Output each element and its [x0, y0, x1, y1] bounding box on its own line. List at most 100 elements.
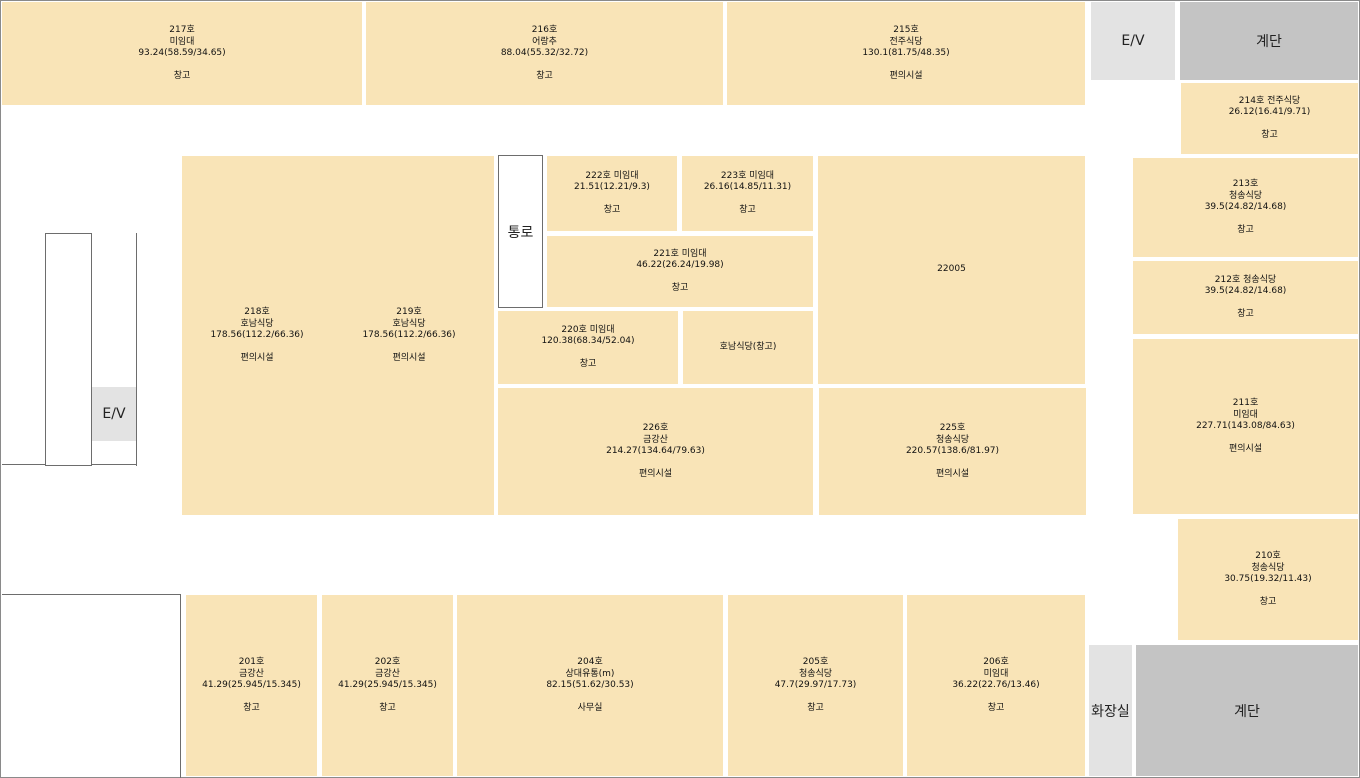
room-number: 210호: [1255, 551, 1281, 561]
room-use: 창고: [1261, 129, 1278, 140]
left-shaft-outline: [45, 233, 92, 466]
room-tenant: 호남식당: [240, 318, 274, 329]
room-number: 215호: [893, 25, 919, 35]
room-tenant: 미임대: [983, 668, 1009, 679]
room-217[interactable]: 217호 미임대 93.24(58.59/34.65) 창고: [2, 2, 362, 105]
room-area: 178.56(112.2/66.36): [210, 330, 304, 340]
room-212[interactable]: 212호 청송식당 39.5(24.82/14.68) 창고: [1133, 261, 1358, 334]
room-218-219-block: [182, 156, 494, 515]
room-honam-storage[interactable]: 호남식당(창고): [683, 311, 813, 384]
room-tenant: 금강산: [643, 434, 668, 445]
room-use: 창고: [603, 204, 621, 215]
room-218[interactable]: 218호 호남식당 178.56(112.2/66.36) 편의시설: [182, 156, 332, 515]
room-number: 223호 미임대: [720, 170, 775, 181]
room-number: 211호: [1232, 398, 1259, 408]
room-use: 편의시설: [1228, 443, 1263, 454]
room-use: 편의시설: [638, 468, 673, 479]
room-number: 202호: [374, 657, 401, 667]
room-area: 130.1(81.75/48.35): [862, 48, 950, 58]
room-tenant: 미임대: [169, 36, 195, 47]
room-205[interactable]: 205호 청송식당 47.7(29.97/17.73) 창고: [728, 595, 903, 776]
room-213[interactable]: 213호 청송식당 39.5(24.82/14.68) 창고: [1133, 158, 1358, 257]
room-area: 214.27(134.64/79.63): [606, 446, 705, 456]
room-number: 206호: [983, 657, 1009, 667]
room-number: 205호: [802, 657, 829, 667]
room-number: 212호 청송식당: [1214, 274, 1277, 285]
room-219[interactable]: 219호 호남식당 178.56(112.2/66.36) 편의시설: [335, 156, 483, 515]
room-210[interactable]: 210호 청송식당 30.75(19.32/11.43) 창고: [1178, 519, 1358, 640]
room-number: 213호: [1232, 179, 1259, 189]
room-tenant: 호남식당: [392, 318, 426, 329]
left-shaft-bottom: [92, 464, 137, 465]
room-number: 22005: [937, 264, 966, 275]
stairs-top: 계단: [1180, 2, 1358, 80]
room-use: 창고: [987, 702, 1005, 713]
room-use: 창고: [807, 702, 824, 713]
room-use: 창고: [536, 70, 553, 81]
room-use: 창고: [243, 702, 260, 713]
room-number: 219호: [396, 307, 422, 317]
room-223[interactable]: 223호 미임대 26.16(14.85/11.31) 창고: [682, 156, 813, 231]
room-area: 39.5(24.82/14.68): [1204, 202, 1287, 212]
room-number: 221호 미임대: [653, 248, 707, 259]
room-number: 222호 미임대: [585, 170, 639, 181]
room-tenant: 미임대: [1233, 409, 1258, 420]
room-number: 225호: [939, 423, 966, 433]
stairs-bottom: 계단: [1136, 645, 1358, 776]
room-204[interactable]: 204호 상대유통(m) 82.15(51.62/30.53) 사무실: [457, 595, 723, 776]
room-area: 21.51(12.21/9.3): [574, 182, 650, 193]
room-use: 편의시설: [935, 468, 970, 479]
room-use: 창고: [579, 358, 597, 369]
room-use: 편의시설: [240, 352, 274, 363]
room-tenant: 상대유통(m): [565, 668, 615, 679]
room-number: 호남식당(창고): [719, 341, 777, 352]
room-216[interactable]: 216호 어랑추 88.04(55.32/32.72) 창고: [366, 2, 723, 105]
room-number: 214호 전주식당: [1238, 95, 1301, 106]
room-area: 120.38(68.34/52.04): [541, 336, 635, 347]
bottom-left-area: [2, 594, 181, 778]
room-211[interactable]: 211호 미임대 227.71(143.08/84.63) 편의시설: [1133, 339, 1358, 514]
room-area: 178.56(112.2/66.36): [362, 330, 456, 340]
room-use: 편의시설: [392, 352, 426, 363]
room-220[interactable]: 220호 미임대 120.38(68.34/52.04) 창고: [498, 311, 678, 384]
room-206[interactable]: 206호 미임대 36.22(22.76/13.46) 창고: [907, 595, 1085, 776]
room-area: 30.75(19.32/11.43): [1224, 574, 1312, 584]
room-use: 편의시설: [889, 70, 923, 81]
left-shaft-divider: [136, 233, 137, 466]
room-use: 창고: [379, 702, 396, 713]
room-number: 201호: [238, 657, 265, 667]
elevator-left: E/V: [92, 387, 136, 441]
room-number: 204호: [577, 657, 603, 667]
room-area: 220.57(138.6/81.97): [905, 446, 1000, 456]
room-area: 26.12(16.41/9.71): [1228, 107, 1311, 118]
left-wall-line: [2, 464, 46, 465]
room-use: 창고: [1259, 596, 1277, 607]
room-area: 88.04(55.32/32.72): [500, 48, 589, 58]
room-221[interactable]: 221호 미임대 46.22(26.24/19.98) 창고: [547, 236, 813, 307]
room-tenant: 청송식당: [798, 668, 833, 679]
room-tenant: 전주식당: [889, 36, 923, 47]
room-number: 218호: [244, 307, 270, 317]
room-area: 39.5(24.82/14.68): [1204, 286, 1287, 297]
room-22005[interactable]: 22005: [818, 156, 1085, 384]
room-225[interactable]: 225호 청송식당 220.57(138.6/81.97) 편의시설: [819, 388, 1086, 515]
room-tenant: 금강산: [375, 668, 400, 679]
room-222[interactable]: 222호 미임대 21.51(12.21/9.3) 창고: [547, 156, 677, 231]
restroom: 화장실: [1089, 645, 1132, 776]
room-202[interactable]: 202호 금강산 41.29(25.945/15.345) 창고: [322, 595, 453, 776]
room-area: 46.22(26.24/19.98): [636, 260, 724, 271]
room-201[interactable]: 201호 금강산 41.29(25.945/15.345) 창고: [186, 595, 317, 776]
room-226[interactable]: 226호 금강산 214.27(134.64/79.63) 편의시설: [498, 388, 813, 515]
room-number: 216호: [531, 25, 558, 35]
room-tenant: 어랑추: [532, 36, 557, 47]
elevator-top: E/V: [1091, 2, 1175, 80]
room-215[interactable]: 215호 전주식당 130.1(81.75/48.35) 편의시설: [727, 2, 1085, 105]
room-area: 36.22(22.76/13.46): [952, 680, 1040, 690]
room-use: 창고: [1237, 308, 1254, 319]
room-tenant: 청송식당: [1228, 190, 1263, 201]
room-214[interactable]: 214호 전주식당 26.12(16.41/9.71) 창고: [1181, 83, 1358, 154]
room-number: 217호: [169, 25, 195, 35]
room-area: 26.16(14.85/11.31): [703, 182, 792, 193]
room-use: 창고: [739, 204, 756, 215]
room-area: 41.29(25.945/15.345): [338, 680, 437, 690]
